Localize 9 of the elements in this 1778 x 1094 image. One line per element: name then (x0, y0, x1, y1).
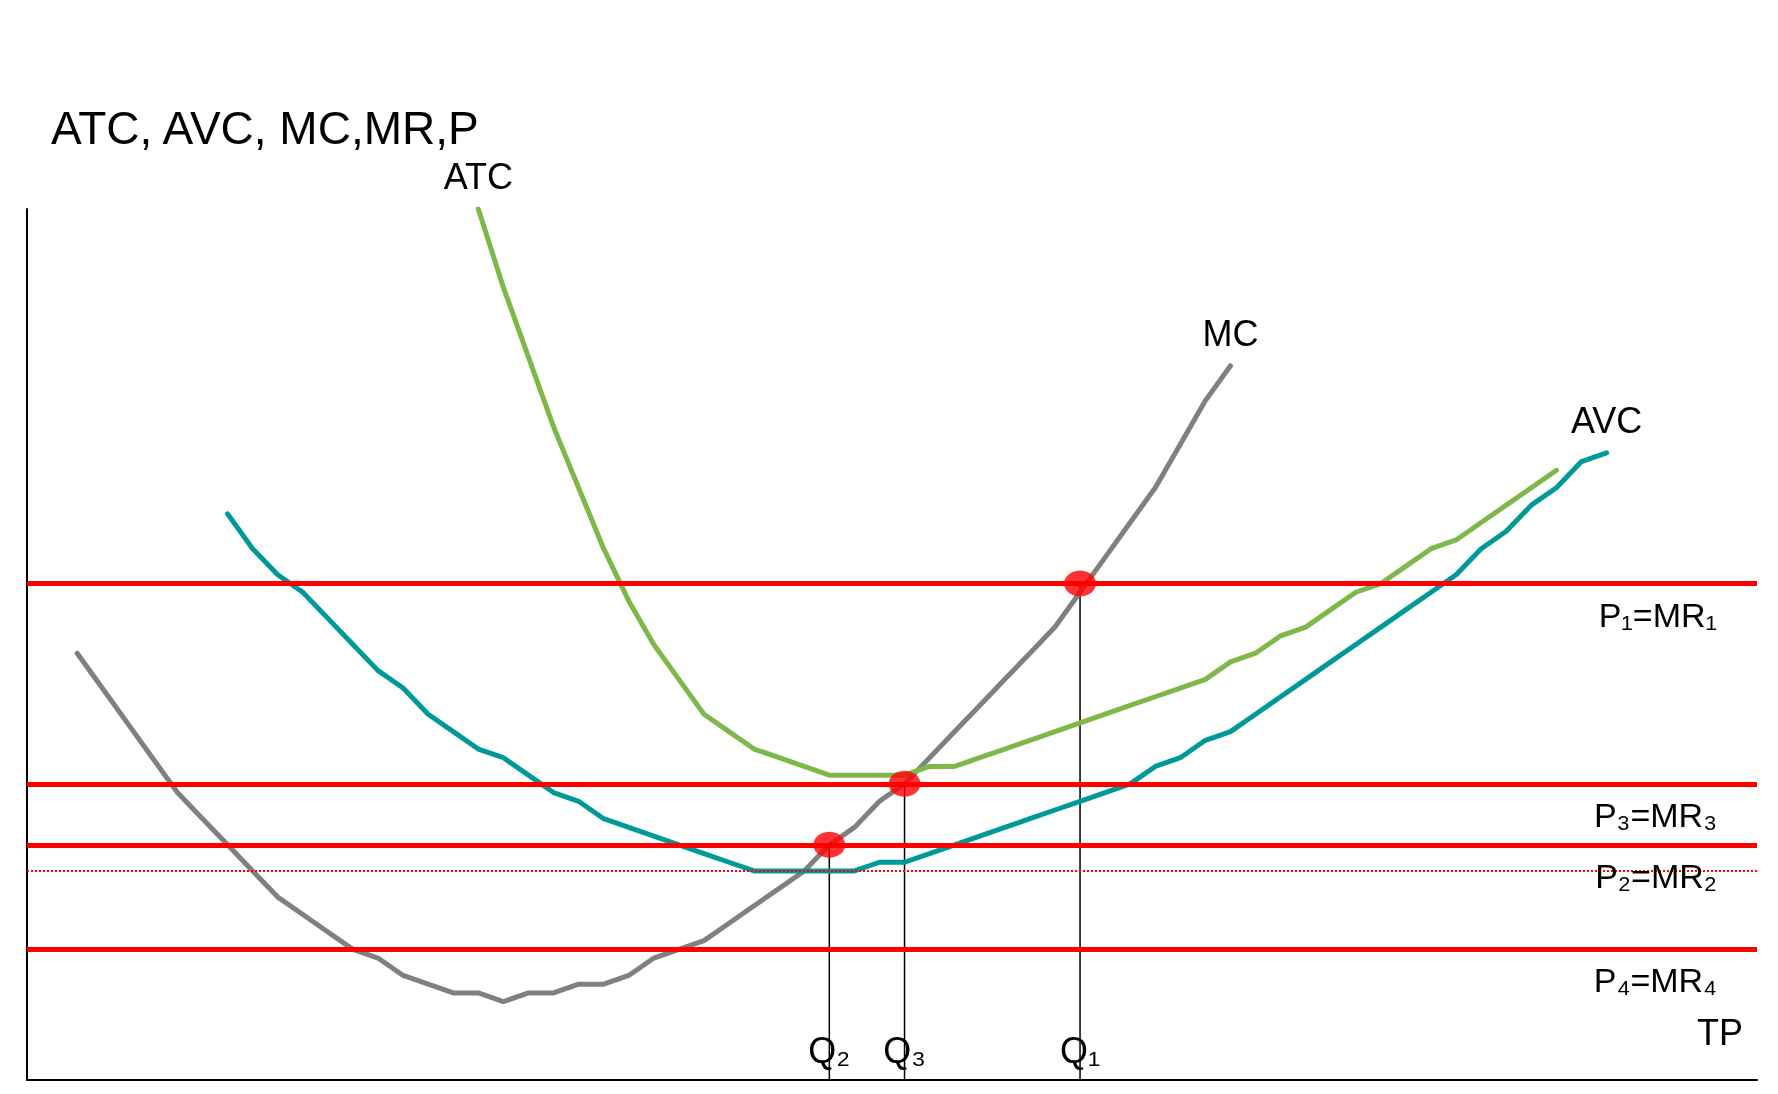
y-axis-title: ATC, AVC, MC,MR,P (51, 102, 479, 154)
ref-line-label: P₁=MR₁ (1598, 595, 1717, 634)
series-label: MC (1202, 313, 1259, 355)
x-axis-title: TP (1697, 1011, 1744, 1053)
series-label: AVC (1570, 400, 1643, 442)
series-label: ATC (443, 156, 513, 198)
ref-line-label: P₃=MR₃ (1593, 795, 1717, 834)
ref-line-label: P₄=MR₄ (1593, 961, 1717, 1000)
ref-line-label: P₂=MR₂ (1595, 856, 1717, 895)
